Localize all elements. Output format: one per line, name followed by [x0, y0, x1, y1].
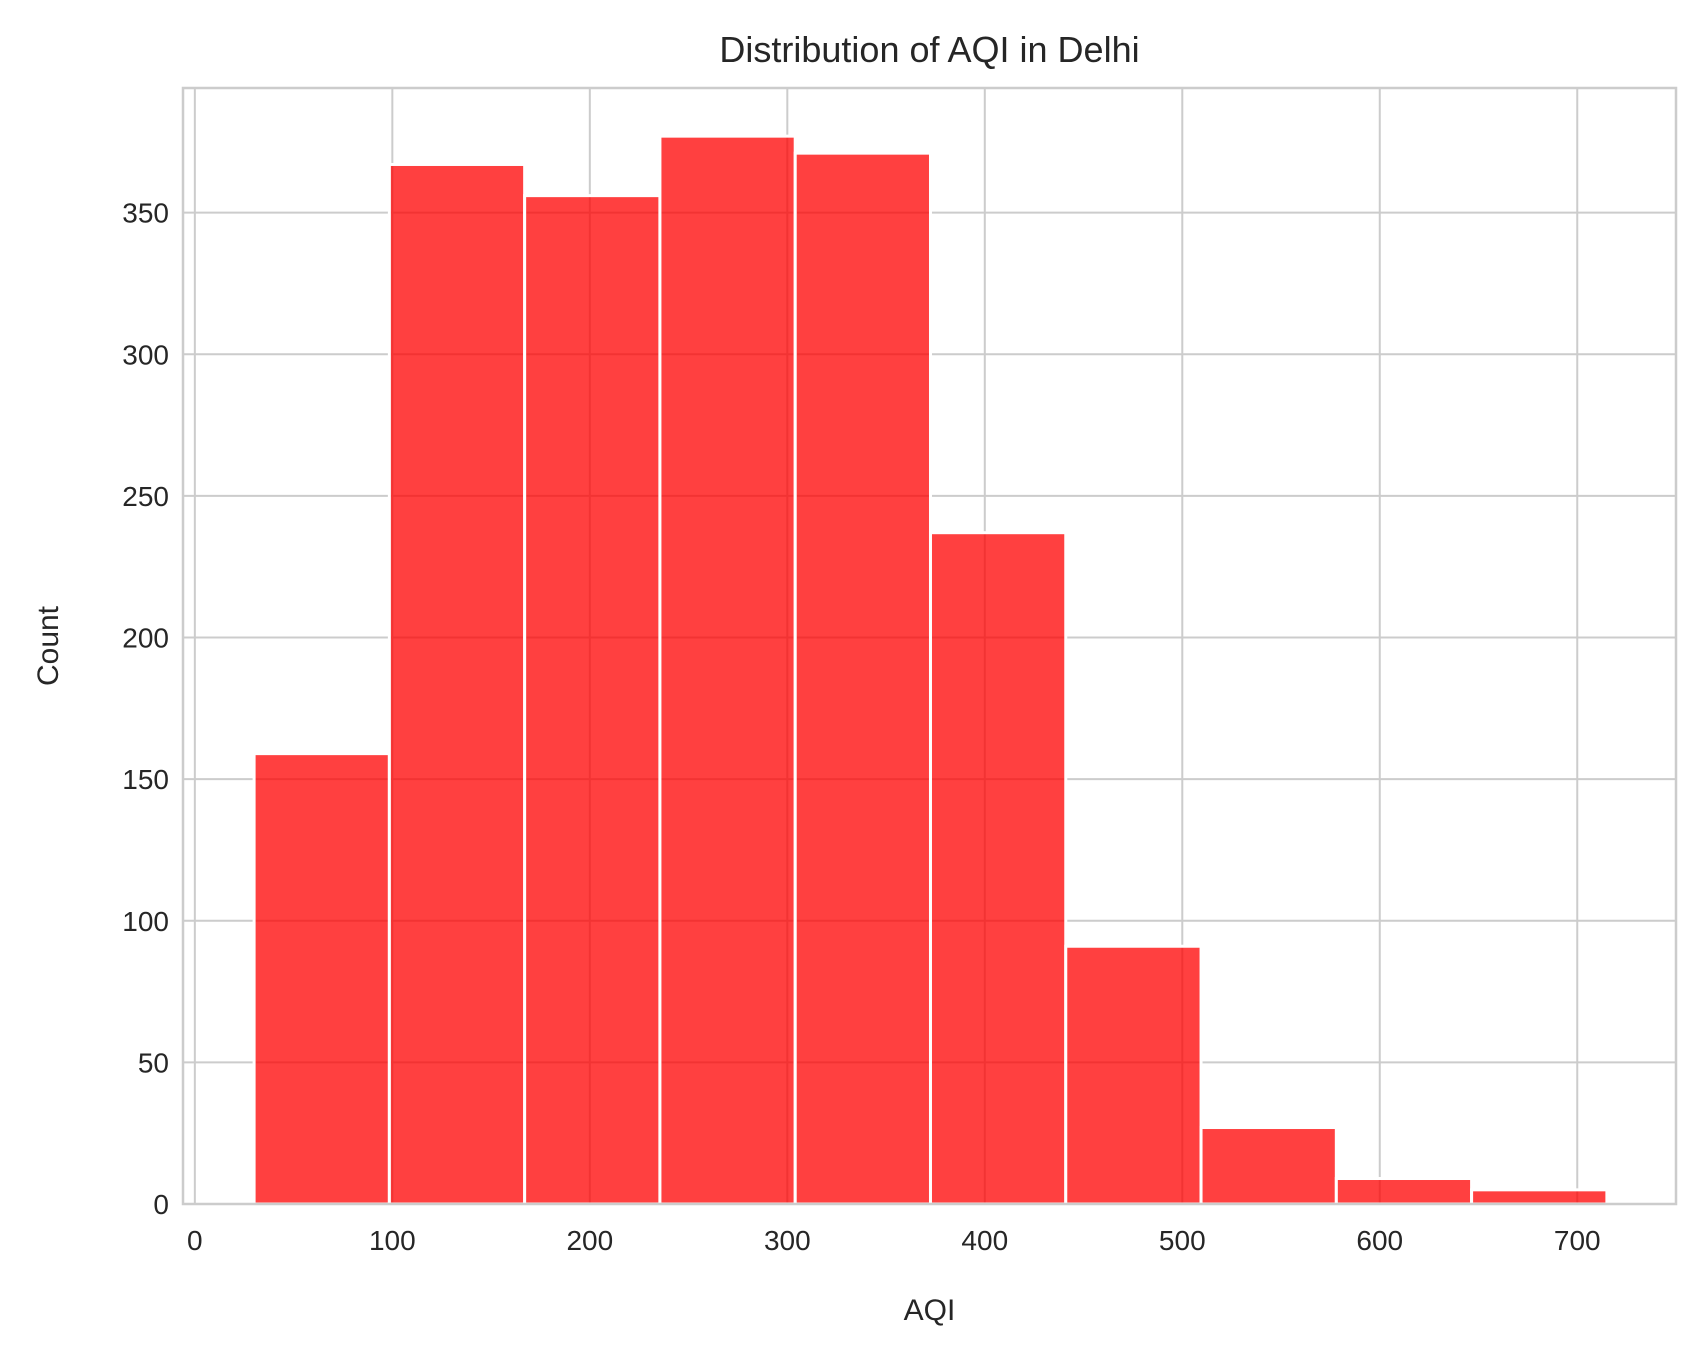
histogram-bar-3 [523, 194, 662, 1206]
x-tick-label-600: 600 [1356, 1225, 1403, 1256]
x-tick-label-100: 100 [369, 1225, 416, 1256]
y-tick-label-50: 50 [138, 1047, 169, 1078]
x-tick-label-400: 400 [961, 1225, 1008, 1256]
y-axis-label: Count [32, 605, 65, 686]
histogram-bar-2 [387, 162, 527, 1206]
x-axis-label: AQI [904, 1294, 956, 1327]
histogram-bar-6 [928, 531, 1068, 1206]
y-tick-label-100: 100 [122, 906, 169, 937]
plot-frame [181, 86, 1678, 1206]
x-tick-label-300: 300 [764, 1225, 811, 1256]
histogram-bars [252, 134, 1609, 1206]
chart-title: Distribution of AQI in Delhi [719, 29, 1139, 70]
histogram-bar-10 [1470, 1188, 1609, 1206]
histogram-bar-9 [1334, 1177, 1474, 1206]
histogram-bar-4 [658, 134, 797, 1206]
x-tick-label-200: 200 [566, 1225, 613, 1256]
y-tick-label-200: 200 [122, 623, 169, 654]
histogram-bar-1 [252, 752, 391, 1206]
x-tick-label-0: 0 [187, 1225, 203, 1256]
y-tick-labels: 0 50 100 150 200 250 300 350 [122, 198, 169, 1220]
x-tick-labels: 0 100 200 300 400 500 600 700 [187, 1225, 1601, 1256]
histogram-bar-7 [1064, 944, 1203, 1206]
y-tick-label-150: 150 [122, 764, 169, 795]
y-tick-label-250: 250 [122, 481, 169, 512]
y-tick-label-350: 350 [122, 198, 169, 229]
y-tick-label-300: 300 [122, 339, 169, 370]
histogram-bar-8 [1199, 1126, 1338, 1206]
histogram-bar-5 [793, 151, 932, 1206]
x-tick-label-500: 500 [1159, 1225, 1206, 1256]
x-tick-label-700: 700 [1554, 1225, 1601, 1256]
y-tick-label-0: 0 [153, 1189, 169, 1220]
